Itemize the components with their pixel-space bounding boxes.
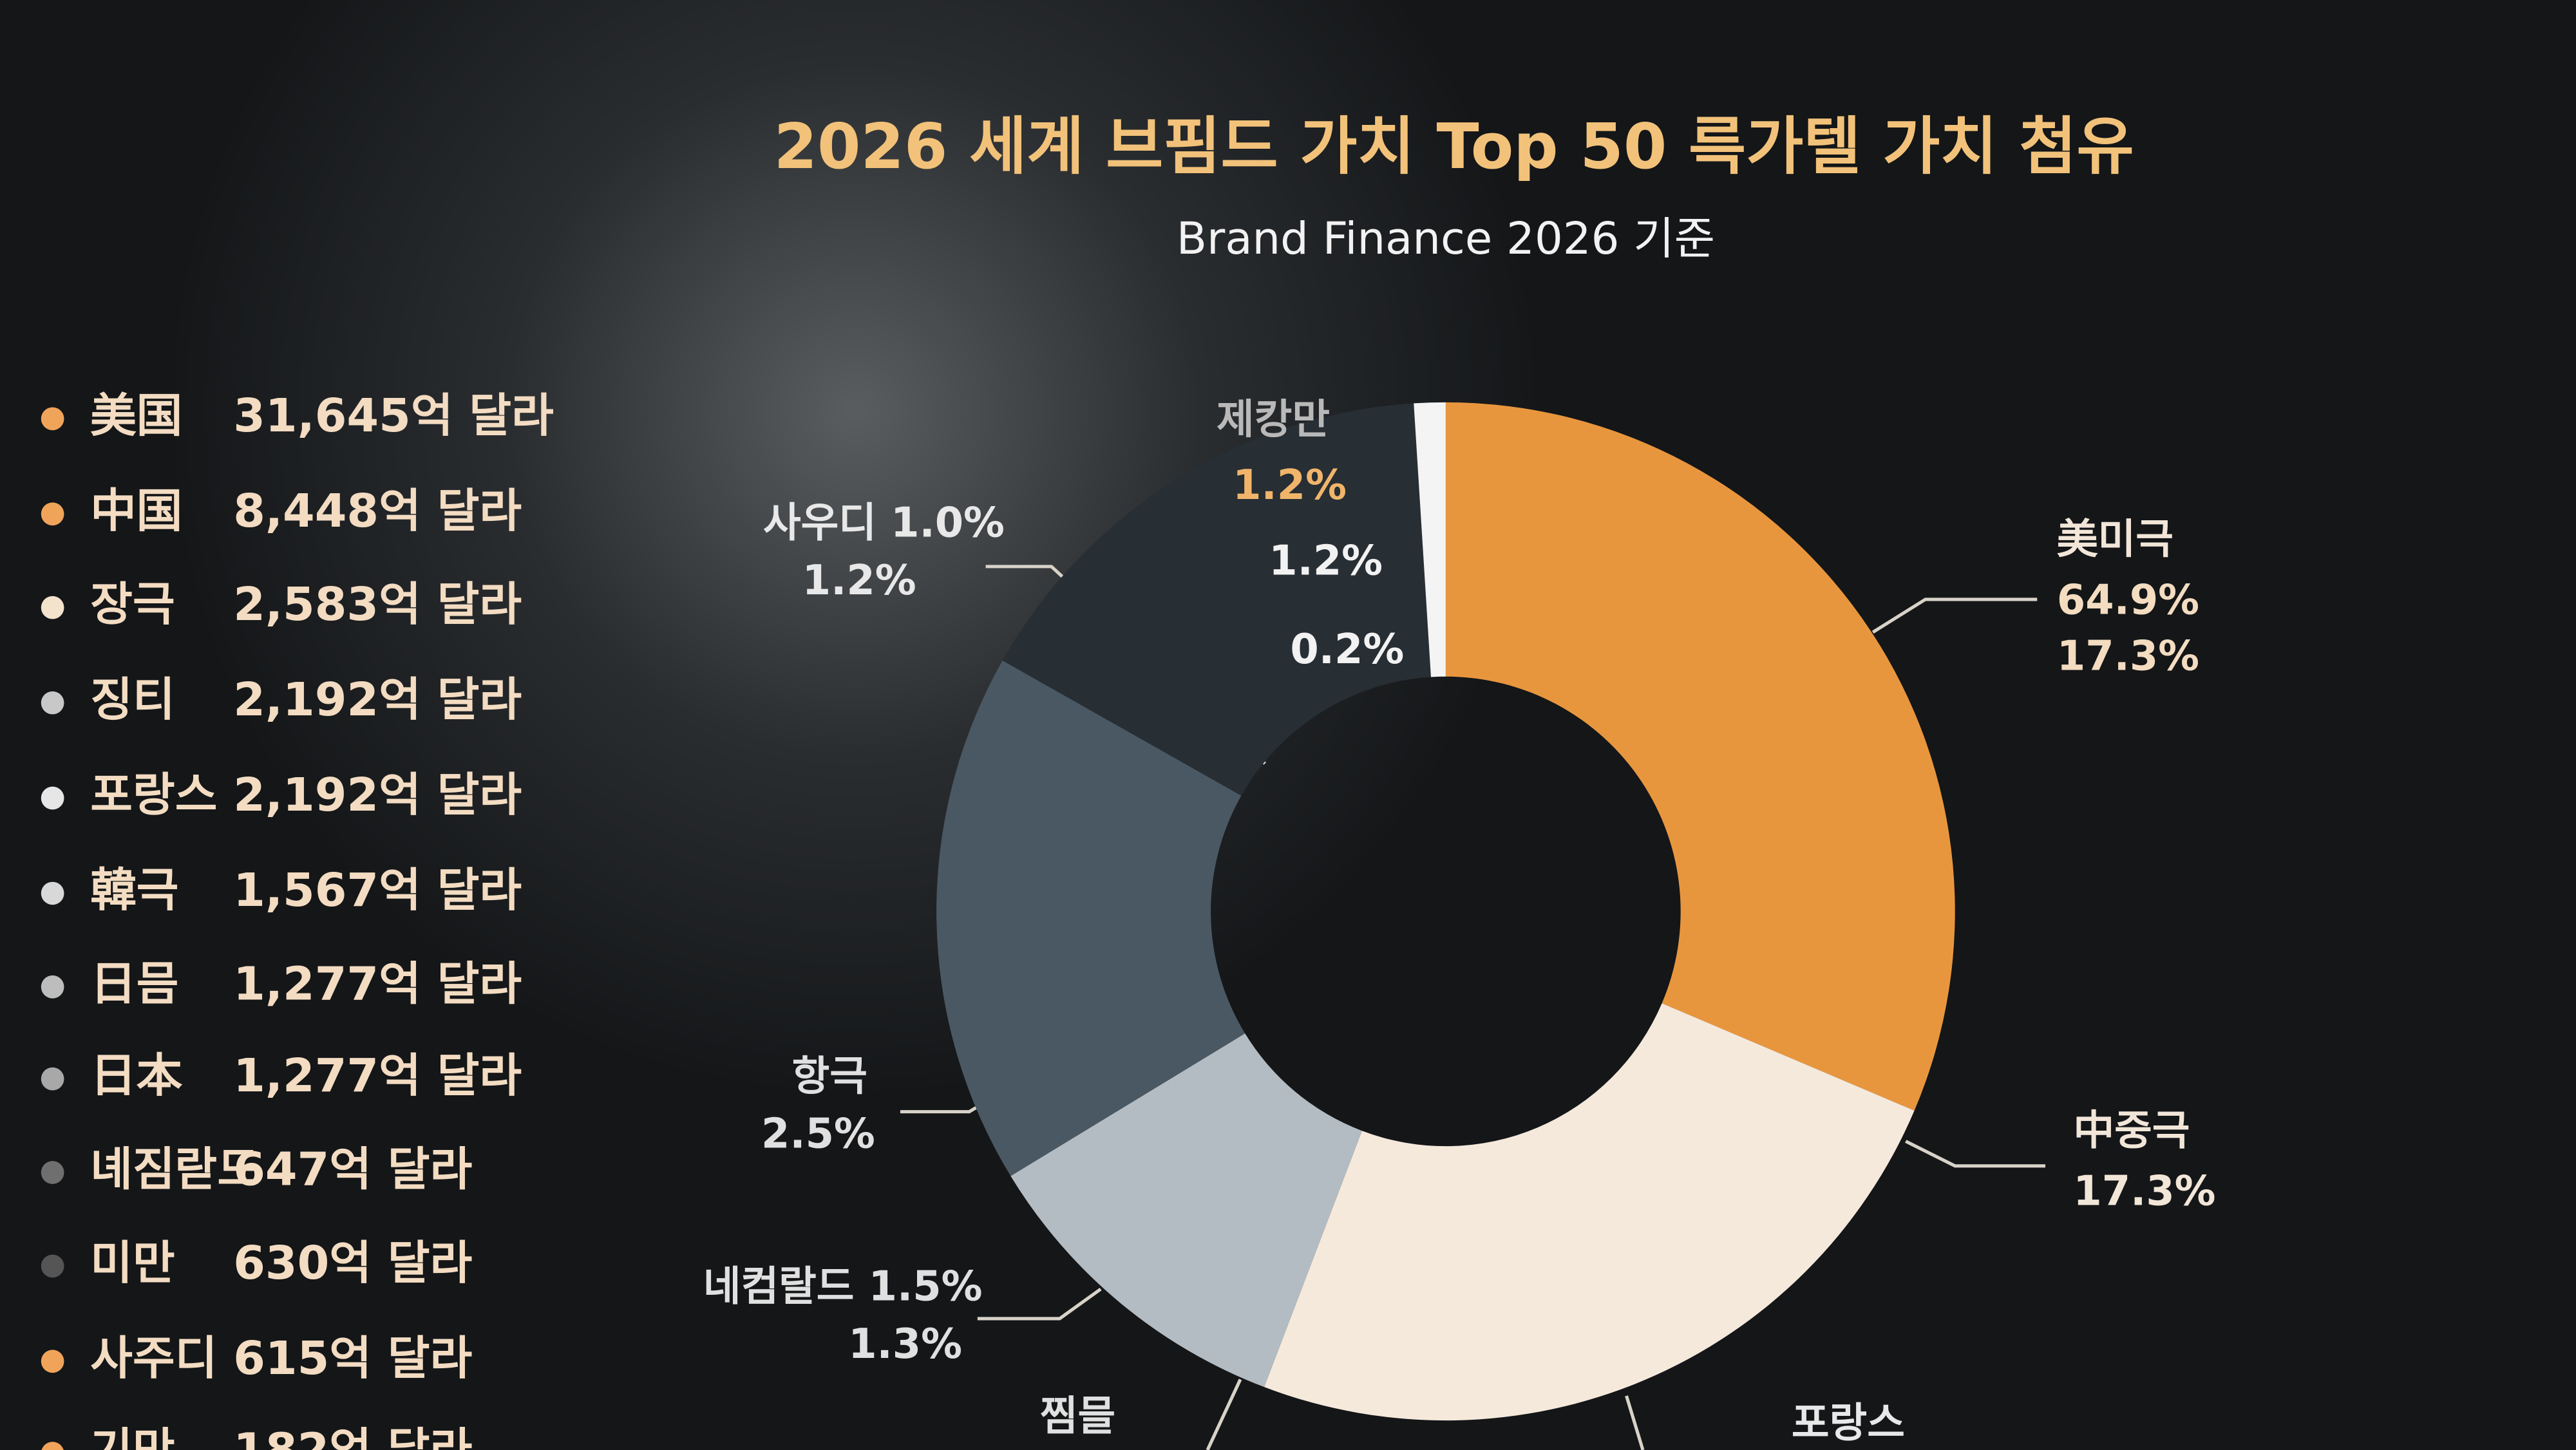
slice-annotation: 17.3%: [2057, 632, 2199, 680]
slice-annotation: 1.3%: [848, 1321, 962, 1368]
legend-name: 사주디: [90, 1332, 217, 1385]
legend-value: 8,448억 달라: [233, 484, 522, 538]
legend-value: 615억 달라: [233, 1332, 472, 1385]
chart-subtitle: Brand Finance 2026 기준: [1177, 213, 1715, 265]
slice-annotation: 1.2%: [1269, 537, 1383, 585]
legend-dot: [41, 1254, 64, 1278]
legend-value: 2,192억 달라: [233, 673, 522, 726]
legend-value: 630억 달라: [233, 1236, 472, 1290]
legend-name: 징티: [90, 673, 175, 726]
legend-name: 장극: [90, 578, 175, 631]
donut-slice: [936, 660, 1245, 1176]
donut-slice: [1445, 402, 1955, 1111]
legend-name: 韓극: [90, 863, 178, 917]
leader-line: [1905, 1140, 2046, 1168]
slice-annotation: 네컴랄드 1.5%: [703, 1263, 983, 1311]
legend-dot: [41, 596, 64, 619]
leader-line: [1871, 598, 2038, 634]
legend-value: 647억 달라: [233, 1143, 472, 1196]
legend-dot: [41, 1442, 64, 1450]
legend-name: 日本: [90, 1049, 182, 1102]
legend-dot: [41, 407, 64, 431]
legend-dot: [41, 502, 64, 526]
legend-dot: [41, 1161, 64, 1184]
legend-name: 기만: [90, 1424, 175, 1450]
legend-dot: [41, 691, 64, 715]
chart-title: 2026 세계 브핌드 가치 Top 50 륵가텔 가치 첨유: [774, 110, 2134, 183]
legend-value: 1,567억 달라: [233, 863, 522, 917]
slice-annotation: 항극: [792, 1053, 867, 1100]
legend-value: 31,645억 달라: [233, 389, 554, 442]
legend-dot: [41, 1350, 64, 1373]
legend-name: 美国: [90, 389, 182, 442]
donut-slice: [1414, 402, 1446, 677]
slice-annotation: 美미극: [2057, 516, 2174, 563]
legend-dot: [41, 975, 64, 999]
legend-value: 2,192억 달라: [233, 768, 522, 822]
slice-annotation: 사우디 1.0%: [763, 500, 1005, 547]
leader-line: [977, 1287, 1102, 1321]
legend-dot: [41, 881, 64, 905]
slice-annotation: 0.2%: [1290, 626, 1404, 673]
leader-line: [1625, 1395, 1645, 1450]
legend-dot: [41, 1067, 64, 1091]
slice-annotation: 1.2%: [802, 557, 916, 605]
slice-annotation: 포랑스: [1792, 1399, 1905, 1447]
donut-slice: [1002, 403, 1431, 796]
slice-annotation: 2.5%: [761, 1110, 875, 1158]
slice-annotation: 찜믈: [1040, 1393, 1115, 1440]
donut-slice: [1010, 1033, 1362, 1388]
legend-dot: [41, 786, 64, 810]
slice-annotation: 1.2%: [1233, 462, 1347, 509]
legend-value: 182억 달라: [233, 1424, 472, 1450]
slice-annotation: 64.9%: [2057, 577, 2199, 625]
slice-annotation: 17.3%: [2073, 1168, 2215, 1216]
legend-name: 日믐: [90, 957, 178, 1010]
donut-slice: [1264, 1003, 1915, 1421]
legend-name: 녜짐랃드: [90, 1143, 260, 1196]
legend-value: 2,583억 달라: [233, 578, 522, 631]
legend-name: 포랑스: [90, 768, 217, 822]
legend-name: 미만: [90, 1236, 175, 1290]
slice-annotation: 제캉만: [1217, 396, 1330, 444]
legend-value: 1,277억 달라: [233, 1049, 522, 1102]
legend-name: 中国: [90, 484, 182, 538]
legend-value: 1,277억 달라: [233, 957, 522, 1010]
leader-line: [1206, 1379, 1242, 1450]
slice-annotation: 中중극: [2073, 1107, 2190, 1154]
